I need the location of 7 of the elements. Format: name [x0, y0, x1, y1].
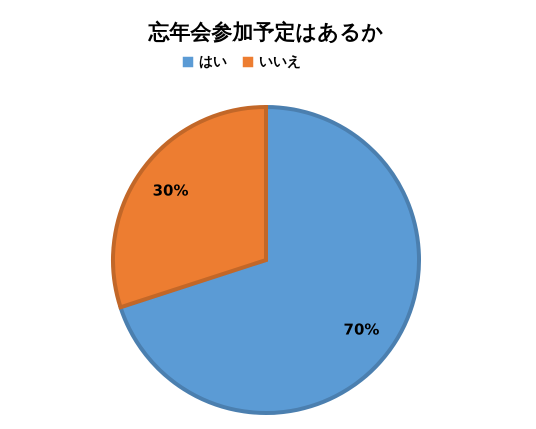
- pie-slice: [118, 105, 421, 415]
- chart-title: 忘年会参加予定はあるか: [148, 20, 384, 44]
- data-label: 70%: [344, 320, 380, 338]
- data-label: 30%: [152, 182, 188, 200]
- legend-label: はい: [199, 54, 227, 70]
- pie-slice: [111, 105, 268, 310]
- legend-label: いいえ: [259, 54, 301, 70]
